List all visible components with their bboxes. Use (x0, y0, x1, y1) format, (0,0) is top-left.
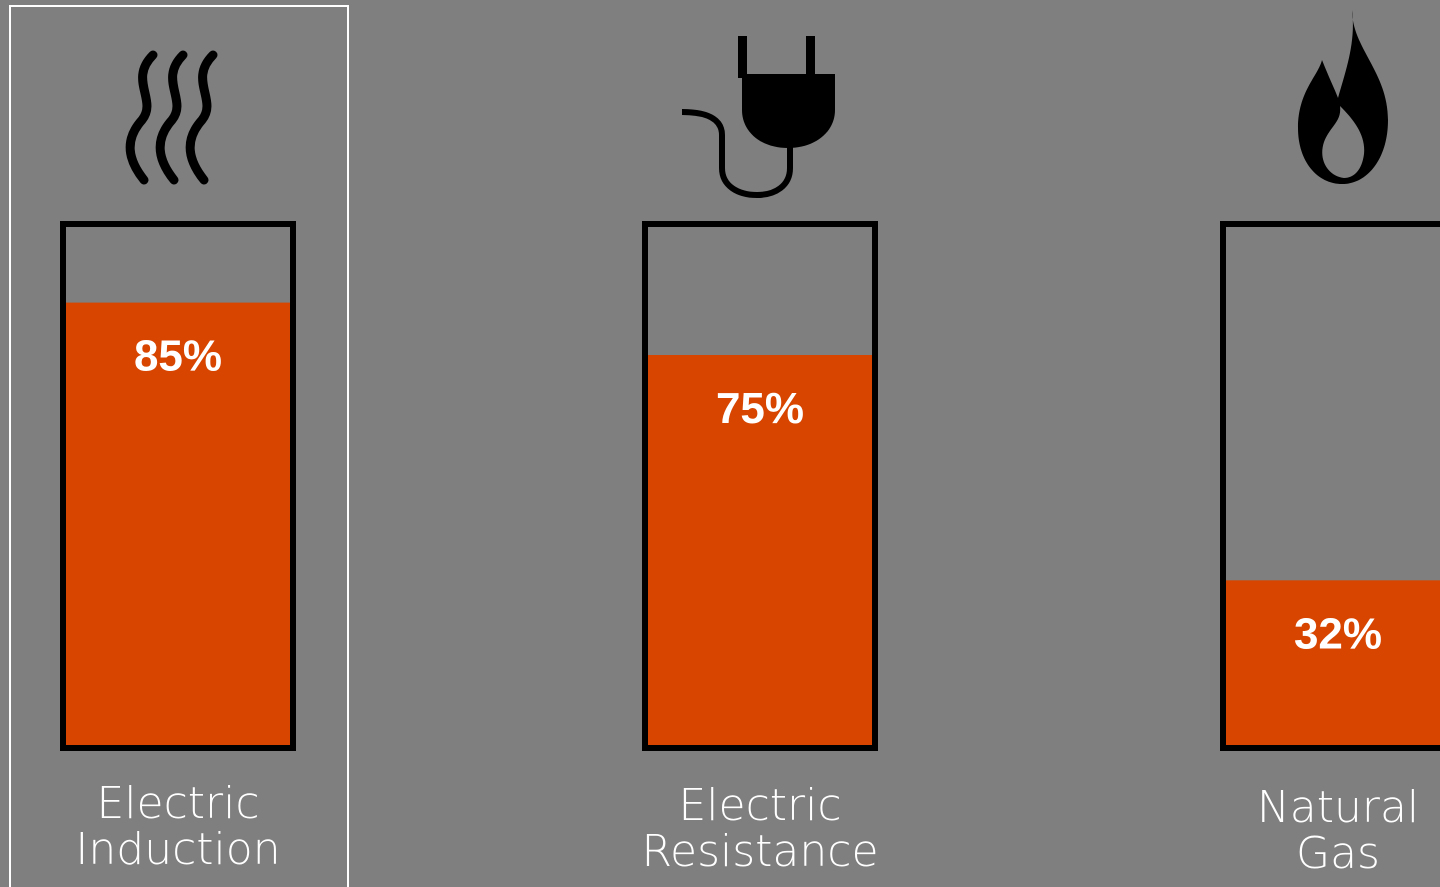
category-label: Gas (1296, 828, 1380, 879)
bar-value-label: 85% (134, 332, 222, 381)
bar-outline (1220, 221, 1440, 751)
category-label: Resistance (641, 826, 878, 877)
plug-icon (681, 36, 835, 199)
bar-fill (645, 355, 875, 748)
category-label: Natural (1257, 782, 1419, 833)
category-label: Induction (75, 824, 280, 875)
bar-fill (63, 302, 293, 748)
flame-icon (1298, 10, 1388, 185)
category-label: Electric (678, 780, 841, 831)
bar-value-label: 32% (1294, 609, 1382, 658)
bar-fill (1223, 580, 1440, 748)
highlight-frame (9, 5, 349, 887)
bar-outline (642, 221, 878, 751)
heat-waves-icon (125, 50, 218, 185)
category-label: Electric (96, 778, 259, 829)
bar-outline (60, 221, 296, 751)
bar-value-label: 75% (716, 384, 804, 433)
